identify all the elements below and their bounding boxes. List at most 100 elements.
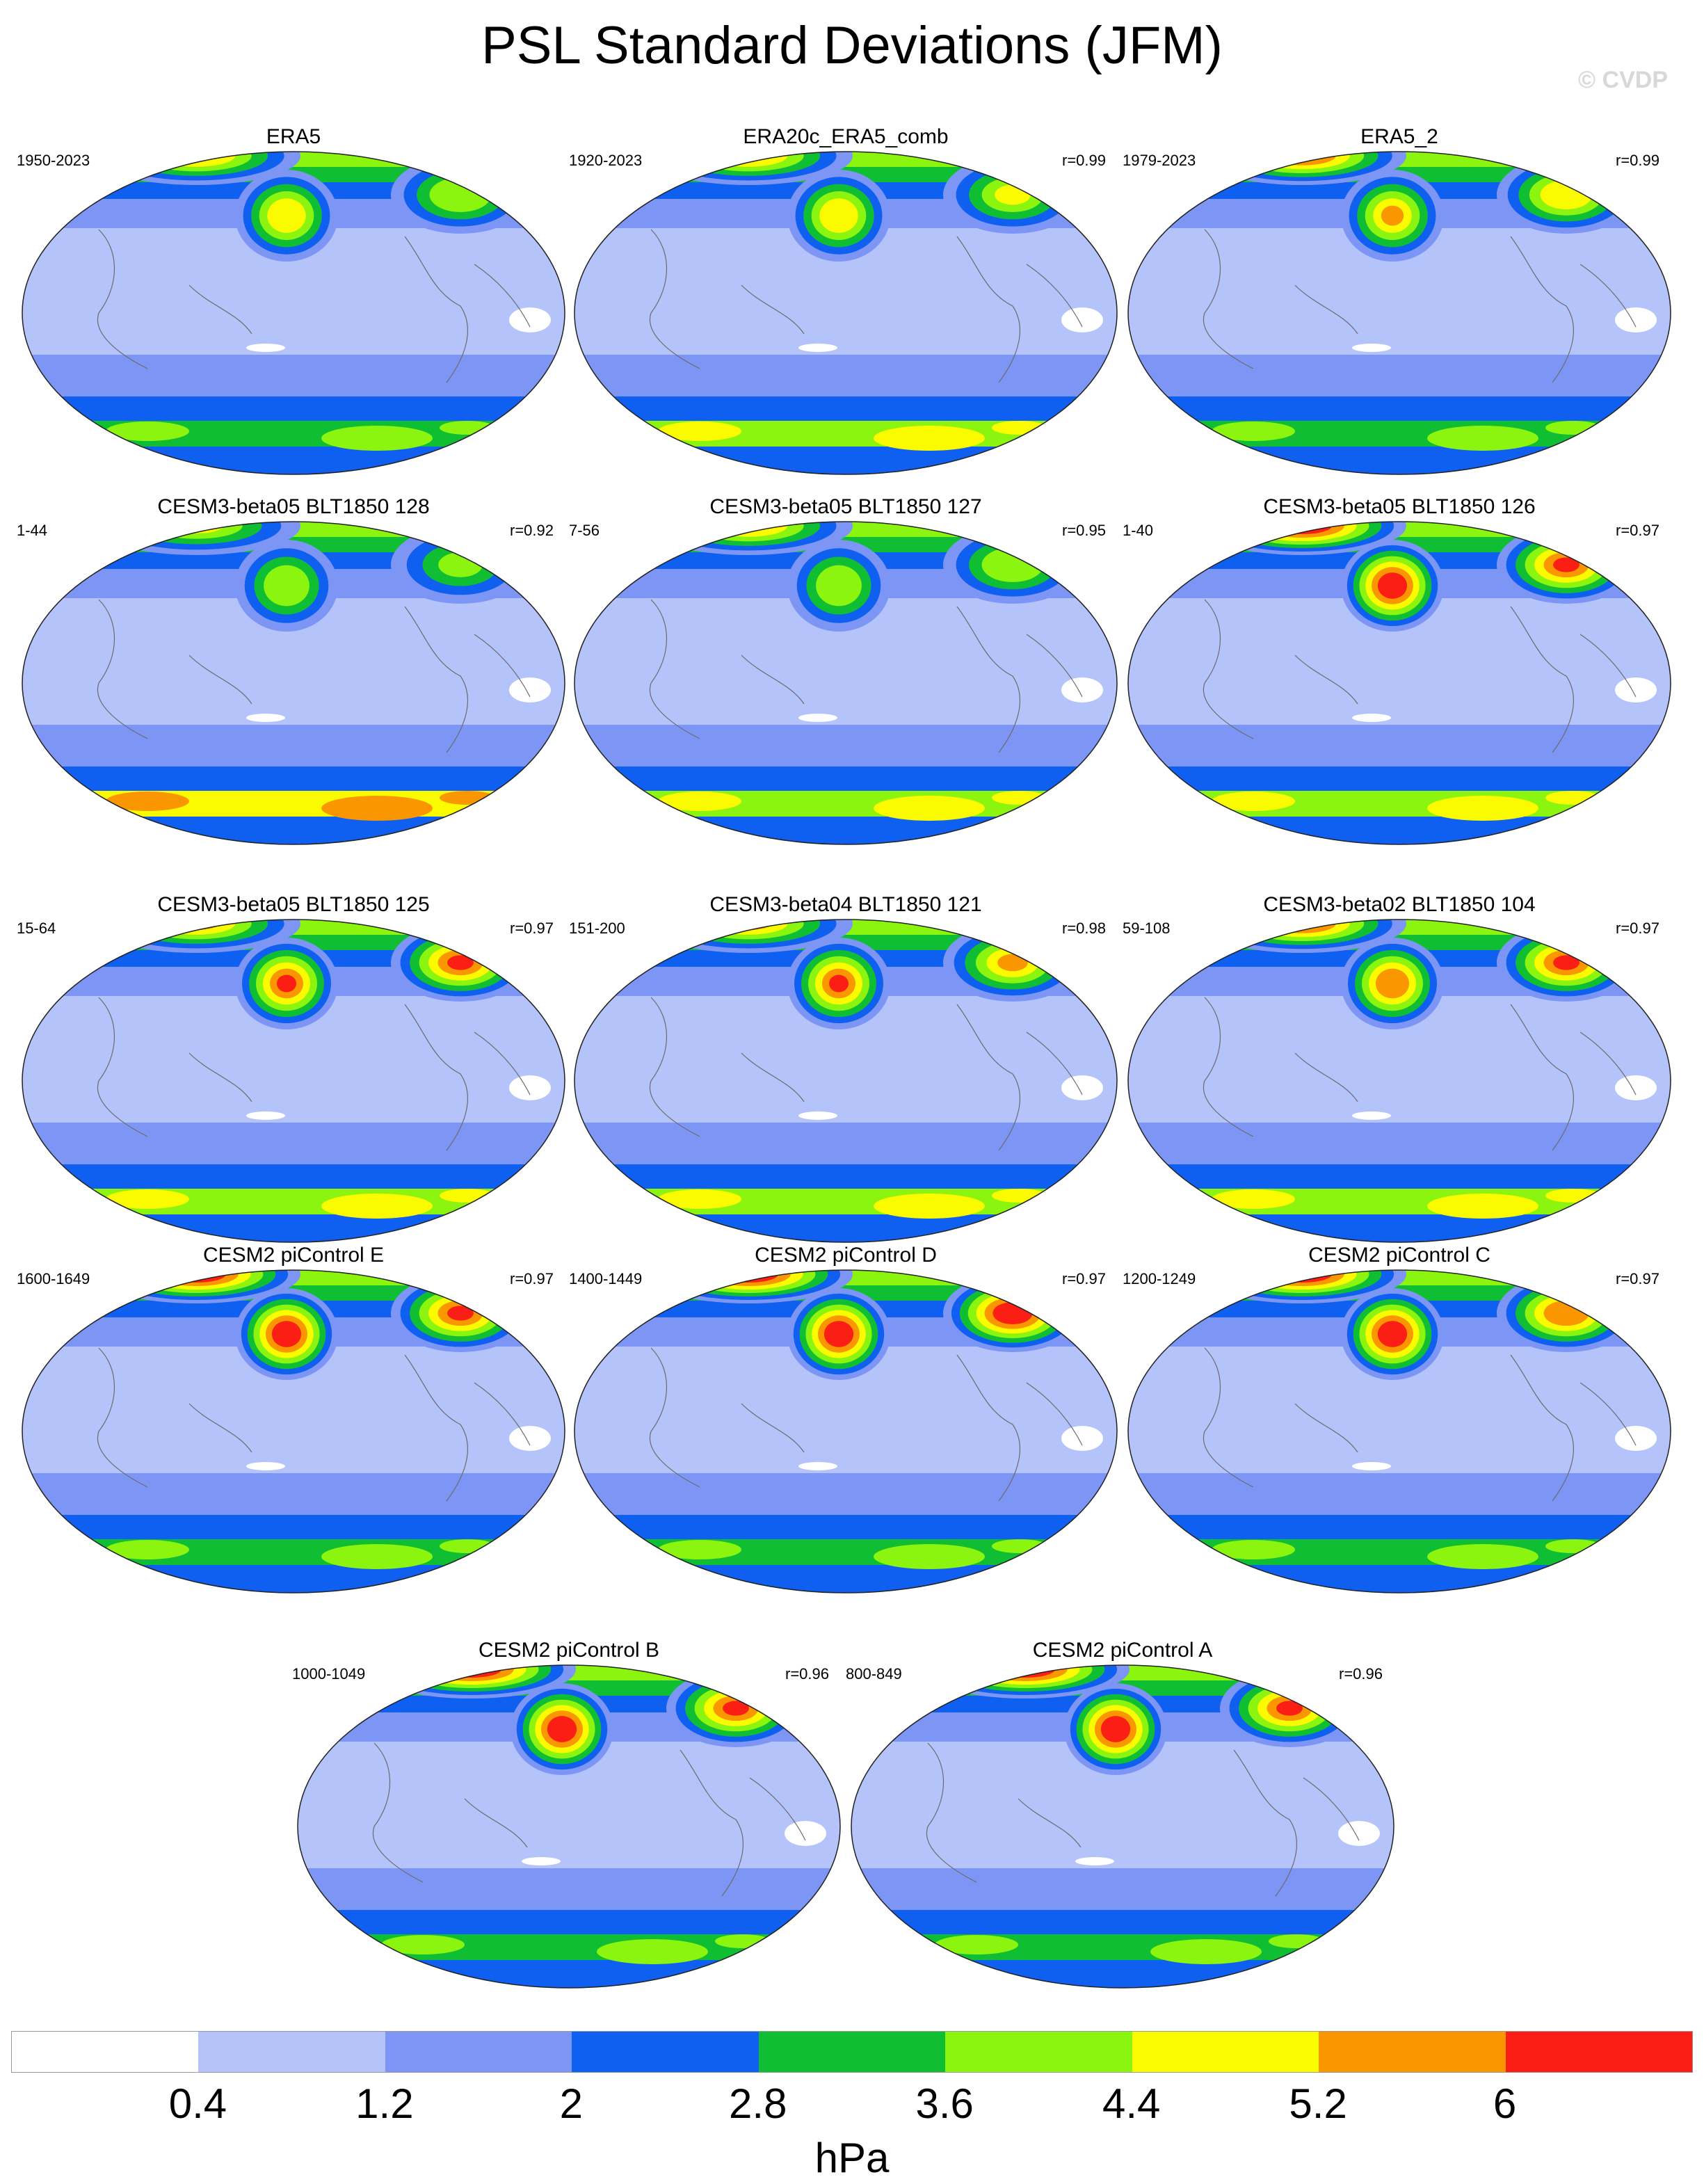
- coastline: [404, 606, 468, 753]
- psl-std-map: [22, 151, 565, 475]
- panel-correlation: r=0.99: [1616, 152, 1659, 169]
- variability-center: [447, 1306, 474, 1321]
- coastline: [680, 1749, 744, 1897]
- coastline: [1510, 1354, 1574, 1502]
- map-outline: [1127, 151, 1671, 475]
- map-panel: CESM2 piControl C 1200-1249 r=0.97: [1121, 1244, 1678, 1598]
- colorbar-swatch: [198, 2032, 385, 2072]
- coastline: [1580, 264, 1637, 328]
- low-variance-patch: [1615, 1075, 1657, 1100]
- colorbar-swatch: [572, 2032, 759, 2072]
- coastline: [649, 1347, 700, 1488]
- map-panel: CESM2 piControl A 800-849 r=0.96: [844, 1639, 1401, 1993]
- panel-correlation: r=0.95: [1062, 522, 1106, 539]
- variability-center: [725, 152, 771, 163]
- panel-years: 1950-2023: [17, 152, 90, 169]
- low-variance-patch: [1075, 1857, 1114, 1865]
- low-variance-patch: [509, 1075, 551, 1100]
- variability-center: [830, 1326, 848, 1342]
- panel-title: CESM2 piControl E: [202, 1244, 385, 1267]
- southern-blob: [1545, 1189, 1601, 1203]
- panel-years: 1979-2023: [1123, 152, 1196, 169]
- southern-ocean-band: [1128, 725, 1671, 773]
- low-variance-patch: [798, 344, 837, 352]
- figure-title: PSL Standard Deviations (JFM): [481, 16, 1223, 75]
- map-outline: [1127, 919, 1671, 1243]
- low-variance-patch: [1352, 1111, 1391, 1120]
- panel-correlation: r=0.97: [510, 920, 554, 937]
- southern-blob: [597, 1939, 708, 1964]
- panel-years: 59-108: [1123, 920, 1171, 937]
- southern-blob: [321, 426, 433, 451]
- southern-ocean-band: [1128, 1473, 1671, 1522]
- panel-title: CESM3-beta05 BLT1850 128: [157, 495, 430, 518]
- low-variance-patch: [1615, 307, 1657, 332]
- psl-std-map: [1127, 919, 1671, 1243]
- map-panel: ERA20c_ERA5_comb 1920-2023 r=0.99: [568, 125, 1124, 480]
- coastline: [741, 1052, 805, 1102]
- panel-title: ERA5: [266, 125, 321, 148]
- variability-center: [997, 954, 1028, 972]
- coastline: [97, 1347, 148, 1488]
- coastline: [188, 1403, 252, 1453]
- colorbar-swatch: [945, 2032, 1132, 2072]
- coastline: [97, 599, 148, 739]
- variability-center: [1008, 1665, 1043, 1674]
- colorbar-tick: 2: [559, 2080, 584, 2127]
- southern-blob: [1427, 796, 1538, 821]
- low-variance-patch: [798, 714, 837, 722]
- low-variance-patch: [1615, 677, 1657, 702]
- panel-correlation: r=0.96: [785, 1665, 829, 1683]
- coastline: [372, 1742, 424, 1883]
- low-variance-patch: [1061, 1426, 1103, 1451]
- coastline: [956, 606, 1020, 753]
- southern-blob: [1212, 1540, 1295, 1559]
- southern-blob: [1212, 792, 1295, 811]
- map-panel: CESM3-beta05 BLT1850 125 15-64 r=0.97: [15, 893, 572, 1248]
- variability-center: [723, 1701, 749, 1716]
- coastline: [474, 634, 531, 698]
- southern-ocean-band: [574, 355, 1117, 403]
- coastline: [1203, 599, 1254, 739]
- psl-std-map: [574, 521, 1118, 845]
- coastline: [1026, 1382, 1083, 1446]
- map-outline: [22, 919, 565, 1243]
- map-panel: CESM2 piControl B 1000-1049 r=0.96: [291, 1639, 847, 1993]
- coastline: [188, 655, 252, 705]
- psl-std-map: [851, 1664, 1394, 1989]
- variability-center: [275, 205, 298, 226]
- southern-ocean-band: [1128, 355, 1671, 403]
- southern-blob: [658, 421, 741, 441]
- coastline: [1580, 1031, 1637, 1095]
- map-panel: CESM3-beta05 BLT1850 126 1-40 r=0.97: [1121, 495, 1678, 850]
- colorbar-swatch: [1505, 2032, 1692, 2072]
- coastline: [1026, 634, 1083, 698]
- colorbar-labels: 0.4 1.2 2 2.8 3.6 4.4 5.2 6: [0, 2080, 1704, 2128]
- coastline: [1294, 284, 1358, 335]
- map-outline: [22, 521, 565, 845]
- low-variance-patch: [246, 1111, 285, 1120]
- panel-correlation: r=0.97: [510, 1270, 554, 1287]
- colorbar-tick: 5.2: [1289, 2080, 1347, 2127]
- psl-std-map: [1127, 521, 1671, 845]
- variability-center: [1001, 1306, 1024, 1320]
- coastline: [741, 655, 805, 705]
- low-variance-patch: [246, 344, 285, 352]
- panel-years: 15-64: [17, 920, 56, 937]
- southern-blob: [106, 421, 189, 441]
- southern-ocean-band: [22, 817, 565, 844]
- colorbar-swatch: [1132, 2032, 1319, 2072]
- coastline: [1018, 1798, 1082, 1848]
- coastline: [649, 229, 700, 369]
- panel-title: CESM3-beta05 BLT1850 126: [1263, 495, 1536, 518]
- map-panel: CESM3-beta02 BLT1850 104 59-108 r=0.97: [1121, 893, 1678, 1248]
- coastline: [749, 1777, 806, 1841]
- southern-blob: [1212, 1189, 1295, 1209]
- psl-std-map: [574, 919, 1118, 1243]
- psl-std-map: [22, 1269, 565, 1593]
- southern-blob: [874, 1544, 985, 1569]
- coastline: [956, 236, 1020, 383]
- southern-blob: [106, 1540, 189, 1559]
- variability-center: [995, 554, 1031, 575]
- variability-center: [1383, 1326, 1401, 1342]
